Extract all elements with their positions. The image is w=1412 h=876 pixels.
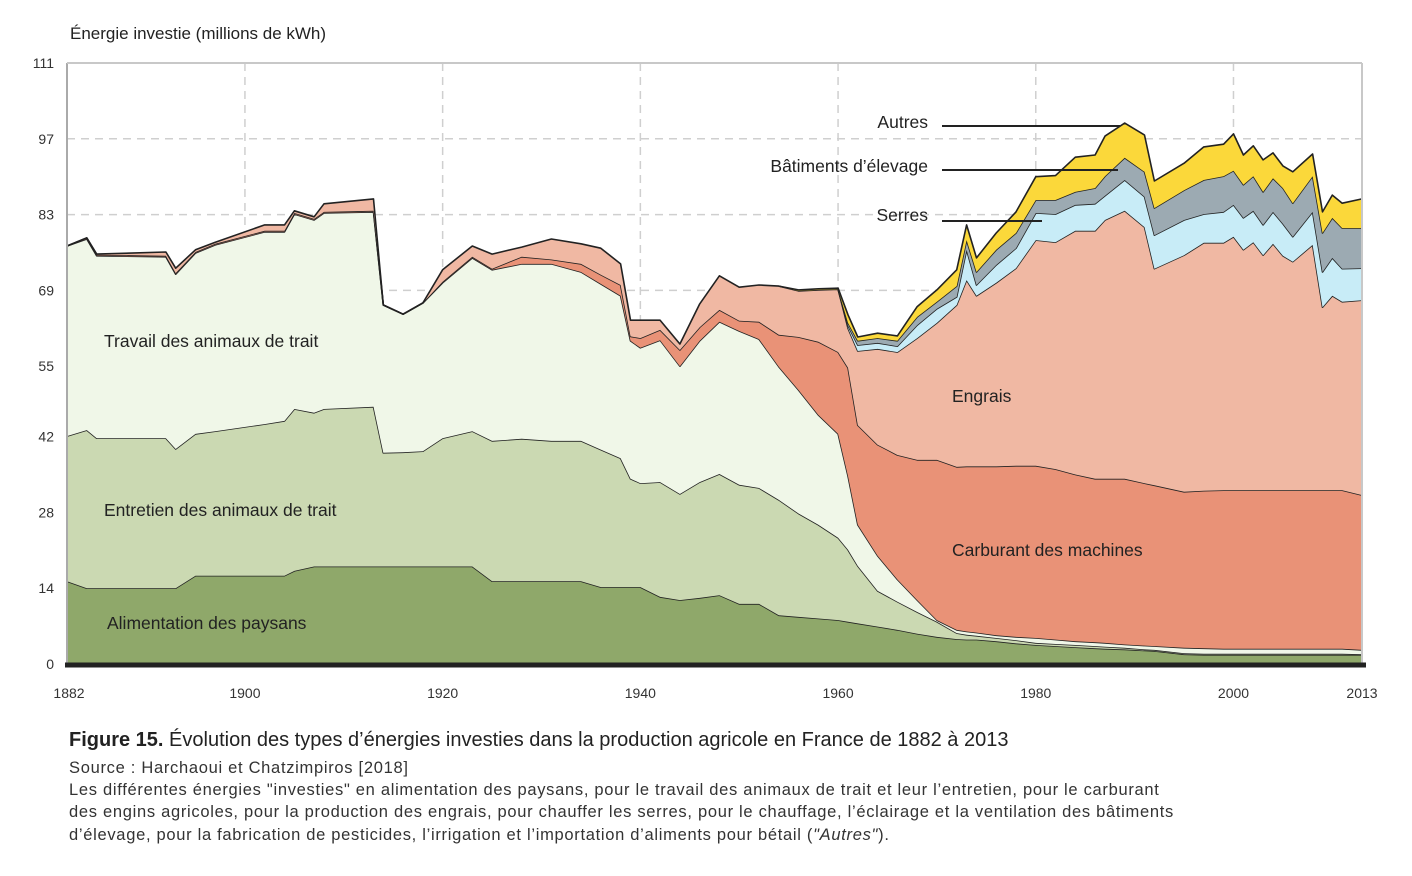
figure-caption-title: Figure 15. Évolution des types d’énergie… [69,729,1008,752]
series-label-alimentation: Alimentation des paysans [107,613,307,633]
y-tick-label: 83 [38,207,54,223]
x-tick-label: 1920 [427,685,458,701]
description-italic: "Autres" [813,826,879,844]
y-axis-label: Énergie investie (millions de kWh) [70,24,327,43]
y-tick-label: 55 [38,358,54,374]
area-3 [67,211,1362,655]
figure-description-line: des engins agricoles, pour la production… [69,803,1174,821]
x-tick-label: 1882 [53,685,84,701]
figure-description-line: Les différentes énergies "investies" en … [69,781,1160,799]
y-tick-label: 0 [46,656,54,672]
series-label-batiments: Bâtiments d’élevage [770,156,928,176]
series-label-autres: Autres [877,112,928,132]
x-tick-label: 1900 [229,685,260,701]
y-tick-label: 97 [38,131,54,147]
area-4 [67,210,1362,650]
series-label-carburant: Carburant des machines [952,540,1143,560]
y-tick-label: 111 [33,55,54,71]
description-text: ). [878,826,890,844]
area-boundary-line [66,198,1363,353]
x-tick-label: 1940 [625,685,656,701]
area-layers [66,122,1363,664]
figure-number: Figure 15. [69,729,164,751]
figure-title: Évolution des types d’énergies investies… [169,729,1009,751]
series-label-entretien: Entretien des animaux de trait [104,500,337,520]
y-tick-label: 69 [38,282,54,298]
series-labels: Travail des animaux de trait Entretien de… [104,112,1143,633]
series-label-engrais: Engrais [952,386,1012,406]
x-tick-label: 1960 [822,685,853,701]
y-tick-label: 28 [38,504,54,520]
series-label-serres: Serres [876,205,928,225]
tick-labels: 0 14 28 42 55 69 83 97 111 1882 1900 1920 1940 1960 19… [33,55,1378,701]
x-tick-label: 2013 [1346,685,1377,701]
series-label-travail: Travail des animaux de trait [104,331,318,351]
y-tick-label: 14 [38,580,54,596]
figure-description-line: d’élevage, pour la fabrication de pestic… [69,826,890,845]
stacked-area-chart: 0 14 28 42 55 69 83 97 111 1882 1900 1920 1940 1960 19… [33,55,1378,701]
area-2 [67,406,1362,655]
x-tick-label: 1980 [1020,685,1051,701]
area-5 [67,198,1362,496]
figure-source: Source : Harchaoui et Chatzimpiros [2018… [69,759,409,777]
area-1 [67,566,1362,664]
area-boundary-line [778,122,1363,338]
axes [65,62,1366,668]
area-8 [778,123,1362,341]
area-6 [838,180,1362,353]
y-tick-label: 42 [38,429,54,445]
description-text: d’élevage, pour la fabrication de pestic… [69,826,814,844]
x-tick-label: 2000 [1218,685,1249,701]
area-7 [838,157,1362,347]
